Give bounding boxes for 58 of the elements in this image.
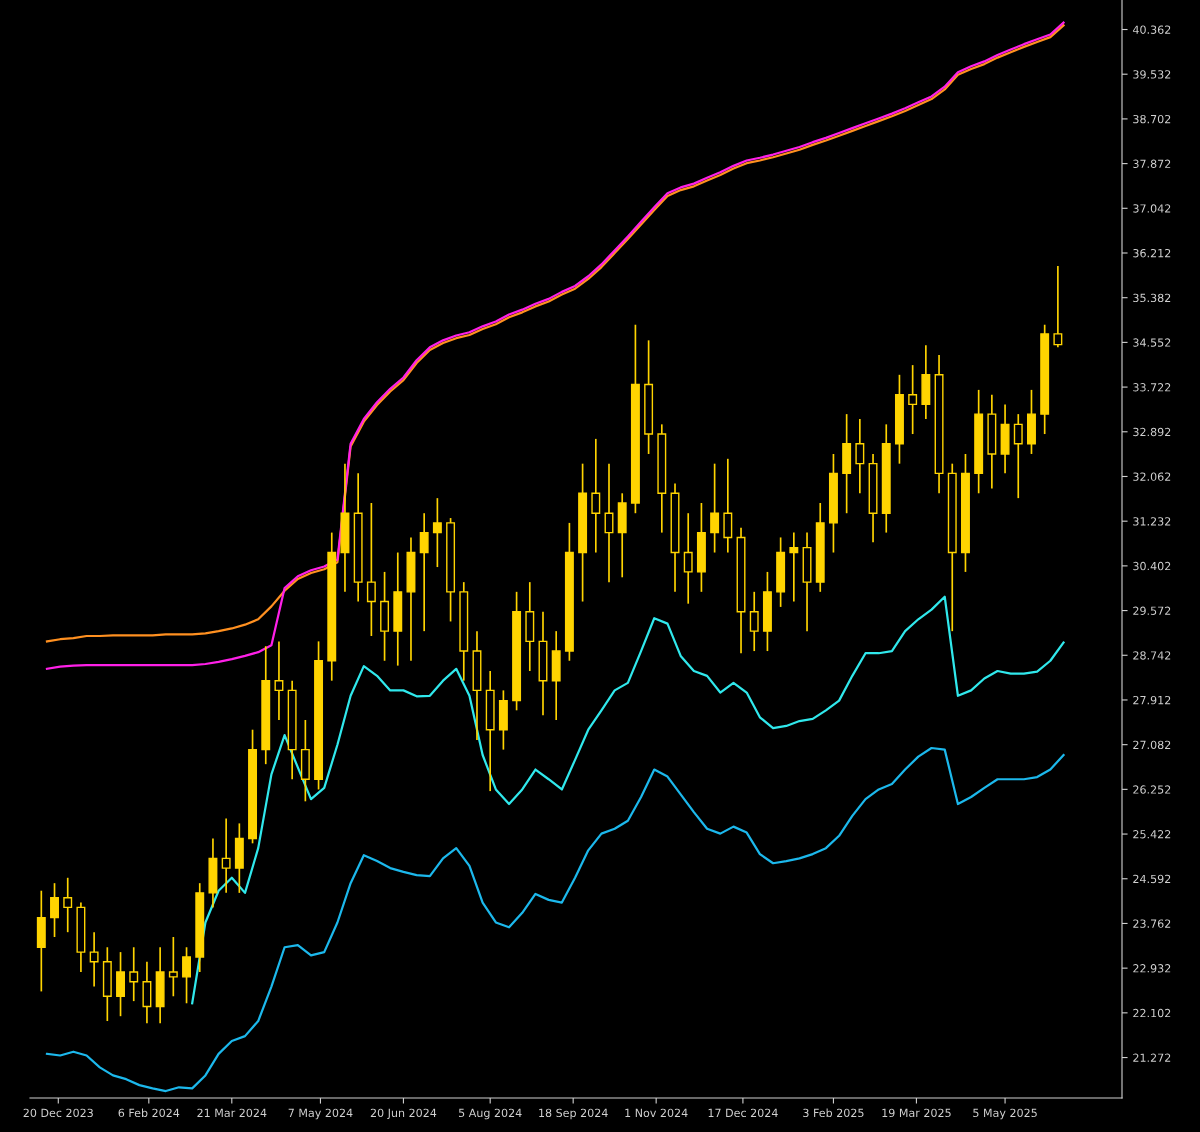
candlestick — [419, 512, 429, 632]
candlestick — [182, 946, 192, 1005]
candlestick — [908, 364, 918, 435]
candlestick — [63, 876, 73, 934]
candlestick — [129, 946, 139, 1002]
candlestick — [168, 936, 178, 998]
y-tick-label: 24.592 — [1133, 874, 1171, 884]
y-tick-label: 32.892 — [1133, 427, 1171, 437]
y-tick-label: 26.252 — [1133, 785, 1171, 794]
y-tick-label: 30.402 — [1133, 561, 1171, 571]
y-tick-label: 23.762 — [1133, 919, 1171, 928]
candlestick — [710, 462, 720, 554]
line-series — [191, 595, 1065, 1005]
candlestick — [683, 512, 693, 605]
x-tick-label: 5 Aug 2024 — [458, 1108, 522, 1120]
candlestick — [89, 931, 99, 988]
candlestick — [591, 438, 601, 554]
y-tick-label: 35.382 — [1133, 293, 1171, 303]
candlestick — [789, 531, 799, 603]
x-tick-label: 20 Dec 2023 — [23, 1108, 93, 1118]
y-tick-label: 27.912 — [1133, 695, 1171, 705]
y-tick-label: 21.272 — [1133, 1053, 1171, 1062]
x-tick-label: 1 Nov 2024 — [625, 1108, 688, 1118]
y-tick-label: 27.082 — [1133, 740, 1171, 750]
y-tick-label: 33.722 — [1133, 383, 1171, 392]
x-tick-label: 21 Mar 2024 — [197, 1108, 267, 1118]
candlestick — [221, 817, 231, 894]
y-tick-label: 29.572 — [1133, 606, 1171, 615]
x-tick-label: 17 Dec 2024 — [708, 1108, 778, 1118]
x-tick-label: 5 May 2025 — [973, 1108, 1037, 1120]
candlestick — [366, 502, 376, 637]
candlestick — [50, 882, 59, 938]
x-tick-label: 6 Feb 2024 — [118, 1108, 180, 1118]
candlestick — [1053, 265, 1063, 349]
y-tick-label: 40.362 — [1132, 25, 1171, 34]
x-tick-label: 19 Mar 2025 — [882, 1108, 951, 1118]
y-tick-label: 36.212 — [1133, 248, 1171, 258]
y-tick-label: 28.742 — [1133, 651, 1171, 660]
line-series — [45, 746, 1065, 1093]
y-tick-label: 38.702 — [1133, 114, 1171, 124]
y-tick-label: 22.102 — [1133, 1008, 1171, 1018]
y-tick-label: 22.932 — [1133, 964, 1171, 973]
candlestick — [855, 418, 865, 495]
x-tick-label: 3 Feb 2025 — [803, 1108, 864, 1118]
x-tick-label: 18 Sep 2024 — [539, 1108, 608, 1120]
y-tick-label: 25.422 — [1133, 830, 1171, 839]
y-tick-label: 31.232 — [1133, 517, 1171, 526]
candlestick — [749, 590, 759, 652]
candlestick — [1013, 413, 1023, 499]
y-tick-label: 34.552 — [1133, 338, 1171, 347]
y-tick-label: 39.532 — [1133, 70, 1171, 79]
y-tick-label: 32.062 — [1133, 472, 1171, 481]
y-tick-label: 37.872 — [1133, 159, 1171, 168]
y-tick-label: 37.042 — [1133, 204, 1171, 213]
candlestick — [274, 640, 284, 721]
x-tick-label: 20 Jun 2024 — [370, 1108, 437, 1120]
x-tick-label: 7 May 2024 — [288, 1108, 353, 1120]
candlestick — [432, 497, 442, 568]
